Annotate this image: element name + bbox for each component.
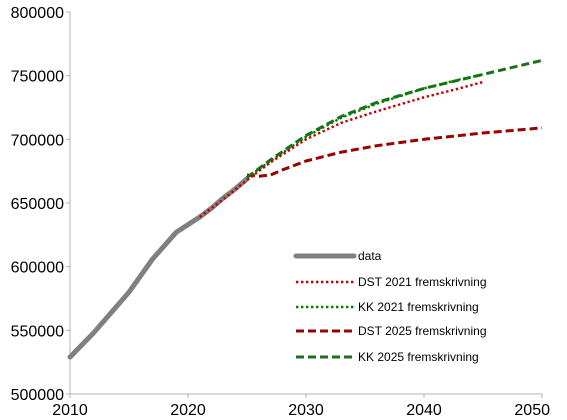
x-tick-label: 2020 (170, 402, 206, 419)
plot-area (67, 58, 543, 360)
y-tick-label: 650000 (11, 196, 64, 213)
y-tick-label: 500000 (11, 387, 64, 404)
y-tick-label: 750000 (11, 69, 64, 86)
legend: data DST 2021 fremskrivning KK 2021 fremsk… (293, 249, 487, 364)
series-line-kk-2021-fremskrivning (246, 73, 484, 179)
legend-entry-label: DST 2025 fremskrivning (358, 324, 487, 338)
series-line-kk-2025-fremskrivning (246, 58, 543, 179)
y-tick-label: 800000 (11, 5, 64, 22)
series-line-dst-2025-fremskrivning (246, 126, 543, 178)
y-tick-label: 600000 (11, 260, 64, 277)
x-tick-label: 2050 (514, 402, 550, 419)
legend-entry-label: KK 2021 fremskrivning (358, 300, 479, 314)
y-tick-label: 700000 (11, 132, 64, 149)
legend-entry-label: DST 2021 fremskrivning (358, 275, 487, 289)
tick-labels: 500000 550000 600000 650000 700000 750000 8000… (11, 5, 550, 419)
x-tick-label: 2010 (52, 402, 88, 419)
x-tick-label: 2030 (288, 402, 324, 419)
y-tick-label: 550000 (11, 323, 64, 340)
series-line-data (67, 176, 250, 360)
axes (66, 11, 543, 398)
legend-entry-label: data (358, 249, 382, 263)
x-tick-label: 2040 (406, 402, 442, 419)
series-line-dst-2021-fremskrivning (199, 80, 484, 218)
legend-entry-label: KK 2025 fremskrivning (358, 350, 479, 364)
